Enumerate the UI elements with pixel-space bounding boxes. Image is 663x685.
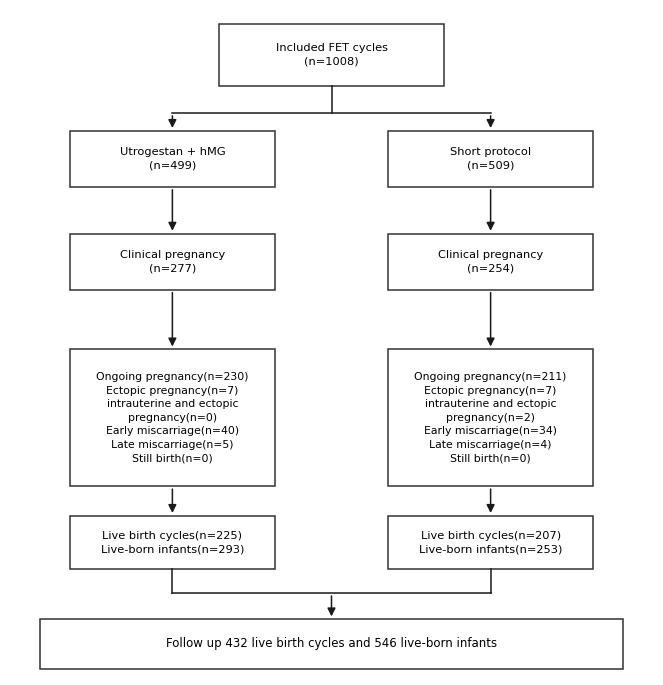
Text: Live birth cycles(n=207)
Live-born infants(n=253): Live birth cycles(n=207) Live-born infan… bbox=[419, 531, 562, 554]
Bar bbox=[40, 619, 623, 669]
Bar bbox=[70, 234, 275, 290]
Bar bbox=[388, 131, 593, 187]
Bar bbox=[219, 24, 444, 86]
Text: Clinical pregnancy
(n=277): Clinical pregnancy (n=277) bbox=[120, 250, 225, 273]
Text: Follow up 432 live birth cycles and 546 live-born infants: Follow up 432 live birth cycles and 546 … bbox=[166, 638, 497, 650]
Bar bbox=[70, 349, 275, 486]
Text: Ongoing pregnancy(n=230)
Ectopic pregnancy(n=7)
intrauterine and ectopic
pregnan: Ongoing pregnancy(n=230) Ectopic pregnan… bbox=[96, 372, 249, 464]
Text: Short protocol
(n=509): Short protocol (n=509) bbox=[450, 147, 531, 171]
Text: Clinical pregnancy
(n=254): Clinical pregnancy (n=254) bbox=[438, 250, 543, 273]
Bar bbox=[70, 131, 275, 187]
Bar bbox=[388, 349, 593, 486]
Text: Utrogestan + hMG
(n=499): Utrogestan + hMG (n=499) bbox=[119, 147, 225, 171]
Text: Ongoing pregnancy(n=211)
Ectopic pregnancy(n=7)
intrauterine and ectopic
pregnan: Ongoing pregnancy(n=211) Ectopic pregnan… bbox=[414, 372, 567, 464]
Text: Live birth cycles(n=225)
Live-born infants(n=293): Live birth cycles(n=225) Live-born infan… bbox=[101, 531, 244, 554]
Bar bbox=[388, 516, 593, 569]
Bar bbox=[70, 516, 275, 569]
Bar bbox=[388, 234, 593, 290]
Text: Included FET cycles
(n=1008): Included FET cycles (n=1008) bbox=[276, 43, 387, 66]
